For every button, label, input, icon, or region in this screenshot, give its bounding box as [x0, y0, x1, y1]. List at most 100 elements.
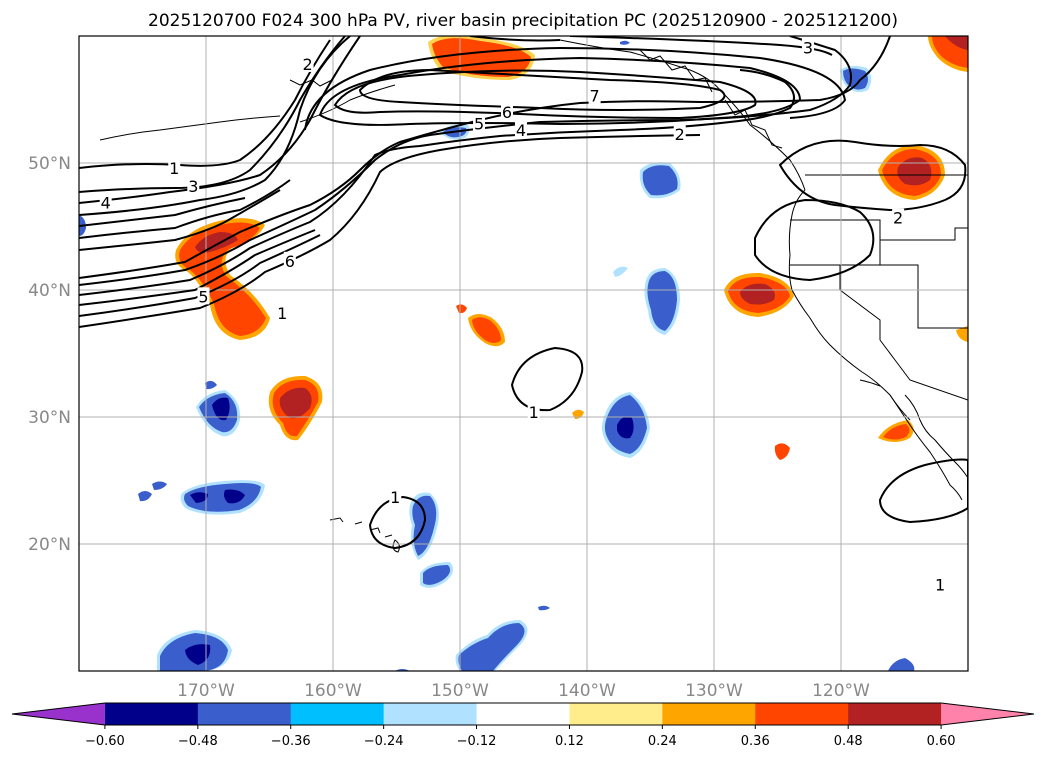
positive-region — [472, 317, 501, 343]
pv-contour-jet-d — [79, 234, 321, 317]
positive-region — [897, 157, 932, 186]
colorbar-segment — [941, 703, 1034, 725]
colorbar-segment — [12, 703, 105, 725]
negative-region — [152, 481, 167, 490]
pv-contour-5 — [318, 56, 802, 126]
contour-label-bg — [187, 176, 200, 194]
lat-tick-label: 30°N — [28, 408, 71, 428]
negative-region — [185, 644, 211, 665]
lat-tick-label: 40°N — [28, 281, 71, 301]
contour-label-bg — [934, 575, 947, 593]
positive-region — [945, 36, 968, 50]
colorbar-tick-label: 0.36 — [741, 734, 770, 749]
pv-contour-jet-g — [79, 179, 291, 239]
pv-contour-1-baja — [878, 458, 968, 524]
pv-contour-6 — [333, 69, 757, 120]
colorbar-segment — [848, 703, 942, 725]
contour-label: 1 — [529, 403, 539, 422]
negative-region — [423, 565, 451, 585]
contour-label: 2 — [303, 55, 313, 74]
contour-label-bg — [500, 103, 513, 121]
contour-label: 1 — [169, 159, 179, 178]
contour-label: 4 — [516, 121, 526, 140]
negative-region — [190, 489, 245, 504]
map-frame — [78, 35, 969, 672]
negative-region — [647, 271, 677, 331]
hawaiian-islands — [329, 517, 400, 553]
pv-contour-2-bc — [778, 139, 967, 212]
colorbar-tick-label: −0.60 — [85, 734, 125, 749]
lon-tick-label: 140°W — [558, 681, 616, 701]
graticule — [79, 36, 968, 671]
contour-label: 6 — [285, 252, 295, 271]
contour-label: 6 — [502, 103, 512, 122]
negative-region — [617, 416, 634, 439]
contour-label-bg — [588, 86, 601, 104]
contour-label: 5 — [474, 115, 484, 134]
lon-tick-label: 150°W — [431, 681, 489, 701]
contour-label-bg — [99, 193, 112, 211]
positive-region — [956, 326, 968, 342]
contour-label: 1 — [390, 488, 400, 507]
negative-region — [642, 165, 678, 196]
lon-tick-label: 170°W — [177, 681, 235, 701]
negative-region — [888, 658, 915, 671]
negative-region — [620, 40, 630, 45]
contour-label-bg — [473, 114, 486, 132]
colorbar-segment — [383, 703, 478, 725]
pv-contour-jet-c — [79, 229, 316, 306]
colorbar-segment — [662, 703, 756, 725]
contour-label-bg — [301, 54, 314, 72]
colorbar: −0.60 −0.48 −0.36 −0.24 −0.12 0.12 0.24 0.36 0.4… — [11, 702, 1035, 749]
contour-label: 4 — [101, 193, 111, 212]
colorbar-tick-label: 0.12 — [555, 734, 584, 749]
contour-label: 1 — [935, 576, 945, 595]
contour-label: 3 — [188, 177, 198, 196]
colorbar-segment — [569, 703, 663, 725]
colorbar-tick-label: −0.24 — [364, 734, 404, 749]
lat-tick-label: 20°N — [28, 535, 71, 555]
contour-label-bg — [514, 120, 527, 138]
colorbar-tick-label: −0.48 — [178, 734, 218, 749]
contour-label-bg — [527, 402, 540, 420]
contour-label: 1 — [277, 304, 287, 323]
negative-region — [184, 483, 261, 512]
contour-label-bg — [197, 287, 210, 305]
colorbar-tick-label: −0.12 — [457, 734, 497, 749]
pv-contours — [79, 36, 968, 550]
pv-contour-jet-b — [79, 69, 795, 296]
longitude-labels: 170°W 160°W 150°W 140°W 130°W 120°W — [177, 681, 870, 701]
positive-region — [279, 387, 312, 419]
contour-label-bg — [389, 488, 402, 506]
colorbar-tick-label: 0.48 — [834, 734, 863, 749]
contour-label: 3 — [803, 38, 813, 57]
pv-contour-jet-a — [79, 36, 852, 286]
positive-region — [774, 443, 790, 460]
negative-region — [538, 605, 550, 611]
colorbar-tick-label: −0.36 — [271, 734, 311, 749]
positive-region — [740, 283, 775, 305]
contour-label-bg — [801, 38, 814, 56]
pv-contour-2 — [79, 36, 351, 216]
pv-contour-jet-h — [79, 197, 246, 227]
latitude-labels: 50°N 40°N 30°N 20°N — [28, 154, 71, 555]
colorbar-segment — [197, 703, 292, 725]
negative-region — [613, 266, 628, 277]
pv-contour-jet-f — [79, 189, 281, 251]
negative-region — [138, 491, 152, 502]
pv-contour-3-north — [569, 36, 833, 56]
pv-contour-2-north — [469, 36, 561, 42]
colorbar-segment — [755, 703, 849, 725]
colorbar-tick-label: 0.24 — [648, 734, 677, 749]
pv-contour-3 — [79, 36, 346, 193]
contour-label-bg — [168, 159, 181, 177]
colorbar-segment — [104, 703, 199, 725]
contour-label: 2 — [893, 209, 903, 228]
lat-tick-label: 50°N — [28, 154, 71, 174]
pv-contour-1 — [79, 39, 331, 169]
positive-region — [883, 424, 910, 440]
lon-tick-label: 130°W — [685, 681, 743, 701]
